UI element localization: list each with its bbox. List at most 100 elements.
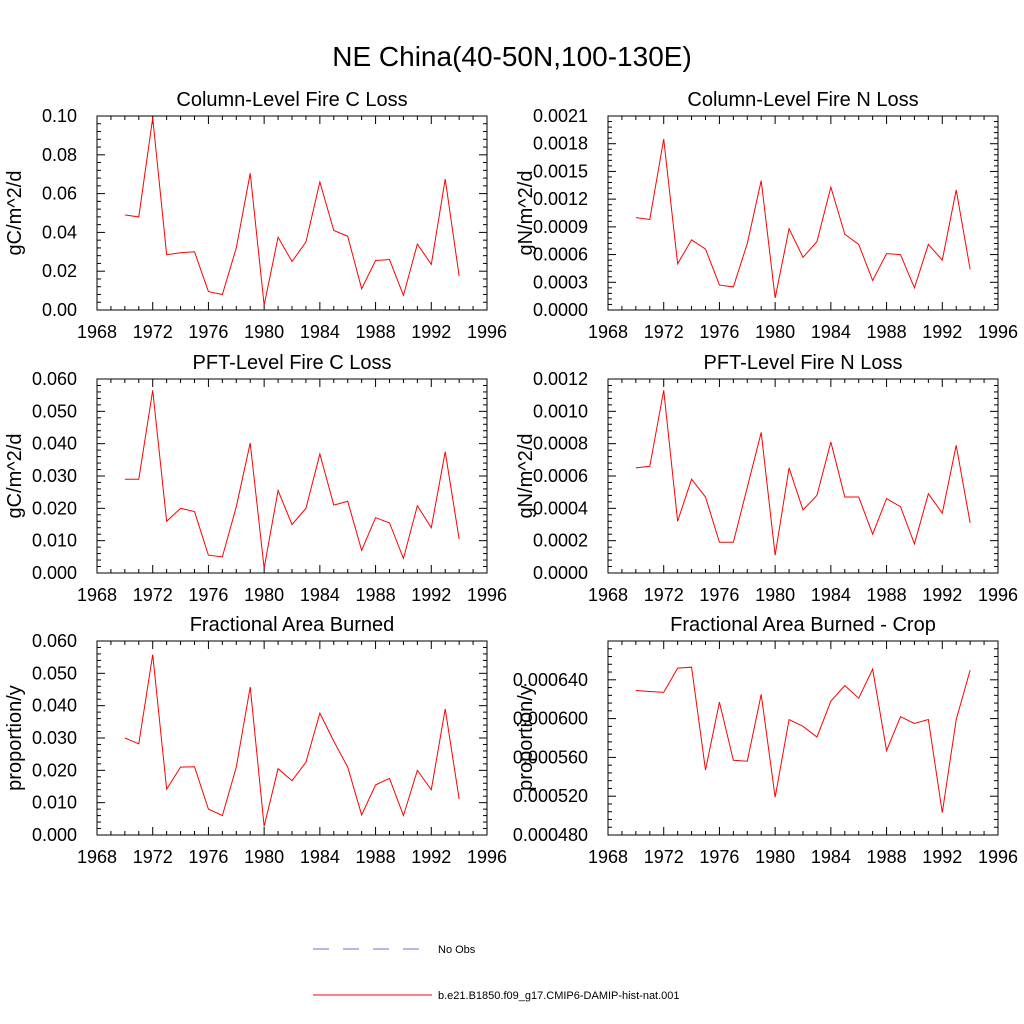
y-tick-label: 0.10 bbox=[42, 106, 77, 126]
series-line bbox=[635, 390, 971, 556]
series-line bbox=[635, 139, 971, 299]
y-tick-label: 0.0009 bbox=[533, 217, 588, 237]
y-tick-label: 0.0010 bbox=[533, 401, 588, 421]
y-tick-label: 0.0003 bbox=[533, 272, 588, 292]
y-axis-label: gC/m^2/d bbox=[4, 434, 26, 519]
panel-title: Column-Level Fire N Loss bbox=[687, 89, 918, 111]
x-tick-label: 1968 bbox=[588, 585, 628, 605]
chart-panel-2: Column-Level Fire N Loss gN/m^2/d 1968 1972… bbox=[515, 89, 1018, 342]
y-tick-label: 0.0000 bbox=[533, 563, 588, 583]
y-tick-label: 0.0004 bbox=[533, 498, 588, 518]
x-tick-label: 1976 bbox=[699, 322, 739, 342]
x-tick-label: 1980 bbox=[244, 322, 284, 342]
x-tick-label: 1984 bbox=[811, 322, 851, 342]
y-axis-label: proportion/y bbox=[515, 685, 537, 791]
x-tick-label: 1972 bbox=[133, 322, 173, 342]
x-tick-label: 1992 bbox=[411, 322, 451, 342]
y-axis-label: gC/m^2/d bbox=[4, 171, 26, 256]
figure-title: NE China(40-50N,100-130E) bbox=[332, 41, 692, 72]
y-axis-label: proportion/y bbox=[4, 685, 26, 791]
x-tick-label: 1968 bbox=[588, 847, 628, 867]
chart-panel-1: Column-Level Fire C Loss gC/m^2/d 1968 1972… bbox=[4, 89, 507, 342]
x-tick-label: 1988 bbox=[356, 847, 396, 867]
series-line bbox=[124, 390, 460, 569]
y-tick-label: 0.060 bbox=[32, 631, 77, 651]
x-tick-label: 1996 bbox=[978, 585, 1018, 605]
x-tick-label: 1996 bbox=[978, 322, 1018, 342]
x-tick-label: 1992 bbox=[922, 322, 962, 342]
y-tick-label: 0.040 bbox=[32, 696, 77, 716]
y-tick-label: 0.08 bbox=[42, 145, 77, 165]
y-tick-label: 0.04 bbox=[42, 222, 77, 242]
x-tick-label: 1980 bbox=[755, 585, 795, 605]
y-tick-label: 0.000600 bbox=[513, 709, 588, 729]
chart-panels: Column-Level Fire C Loss gC/m^2/d 1968 1972… bbox=[4, 89, 1018, 867]
y-tick-label: 0.000 bbox=[32, 563, 77, 583]
y-tick-label: 0.030 bbox=[32, 728, 77, 748]
x-tick-label: 1988 bbox=[867, 847, 907, 867]
x-tick-label: 1980 bbox=[244, 847, 284, 867]
y-tick-label: 0.010 bbox=[32, 793, 77, 813]
y-tick-label: 0.000480 bbox=[513, 825, 588, 845]
panel-title: Fractional Area Burned bbox=[190, 614, 395, 636]
plot-frame bbox=[607, 115, 999, 311]
x-tick-label: 1988 bbox=[356, 322, 396, 342]
x-tick-label: 1968 bbox=[77, 585, 117, 605]
x-tick-label: 1984 bbox=[300, 847, 340, 867]
x-tick-label: 1976 bbox=[699, 847, 739, 867]
x-tick-label: 1976 bbox=[188, 585, 228, 605]
y-tick-label: 0.050 bbox=[32, 401, 77, 421]
x-tick-label: 1972 bbox=[644, 322, 684, 342]
x-tick-label: 1984 bbox=[811, 847, 851, 867]
x-tick-label: 1968 bbox=[77, 322, 117, 342]
y-tick-label: 0.000560 bbox=[513, 747, 588, 767]
y-tick-label: 0.020 bbox=[32, 760, 77, 780]
x-tick-label: 1988 bbox=[867, 585, 907, 605]
y-tick-label: 0.0012 bbox=[533, 189, 588, 209]
y-tick-label: 0.0000 bbox=[533, 300, 588, 320]
x-tick-label: 1976 bbox=[699, 585, 739, 605]
y-tick-label: 0.000520 bbox=[513, 786, 588, 806]
y-tick-label: 0.0008 bbox=[533, 434, 588, 454]
x-tick-label: 1988 bbox=[867, 322, 907, 342]
y-tick-label: 0.010 bbox=[32, 531, 77, 551]
y-tick-label: 0.000 bbox=[32, 825, 77, 845]
plot-frame bbox=[96, 378, 488, 574]
y-tick-label: 0.0018 bbox=[533, 134, 588, 154]
series-line bbox=[124, 117, 460, 306]
chart-panel-3: PFT-Level Fire C Loss gC/m^2/d 1968 1972 197… bbox=[4, 352, 507, 605]
panel-title: Fractional Area Burned - Crop bbox=[670, 614, 936, 636]
x-tick-label: 1968 bbox=[77, 847, 117, 867]
legend-label-model-run: b.e21.B1850.f09_g17.CMIP6-DAMIP-hist-nat… bbox=[438, 990, 680, 1002]
x-tick-label: 1988 bbox=[356, 585, 396, 605]
y-tick-label: 0.06 bbox=[42, 184, 77, 204]
x-tick-label: 1996 bbox=[467, 847, 507, 867]
series-line bbox=[124, 654, 460, 827]
y-tick-label: 0.0015 bbox=[533, 161, 588, 181]
x-tick-label: 1996 bbox=[978, 847, 1018, 867]
chart-panel-5: Fractional Area Burned proportion/y 1968 19… bbox=[4, 614, 507, 867]
legend-label-no-obs: No Obs bbox=[438, 944, 476, 956]
x-tick-label: 1992 bbox=[922, 847, 962, 867]
y-tick-label: 0.030 bbox=[32, 466, 77, 486]
x-tick-label: 1996 bbox=[467, 322, 507, 342]
y-axis-label: gN/m^2/d bbox=[515, 171, 537, 256]
y-tick-label: 0.000640 bbox=[513, 670, 588, 690]
y-tick-label: 0.02 bbox=[42, 261, 77, 281]
x-tick-label: 1992 bbox=[922, 585, 962, 605]
y-tick-label: 0.040 bbox=[32, 434, 77, 454]
x-tick-label: 1980 bbox=[755, 322, 795, 342]
chart-panel-6: Fractional Area Burned - Crop proportion/… bbox=[513, 614, 1018, 867]
y-tick-label: 0.0002 bbox=[533, 531, 588, 551]
panel-title: Column-Level Fire C Loss bbox=[176, 89, 407, 111]
x-tick-label: 1980 bbox=[755, 847, 795, 867]
x-tick-label: 1972 bbox=[133, 585, 173, 605]
x-tick-label: 1972 bbox=[644, 847, 684, 867]
y-tick-label: 0.0021 bbox=[533, 106, 588, 126]
y-tick-label: 0.0012 bbox=[533, 369, 588, 389]
x-tick-label: 1972 bbox=[133, 847, 173, 867]
y-tick-label: 0.0006 bbox=[533, 466, 588, 486]
panel-title: PFT-Level Fire N Loss bbox=[704, 352, 903, 374]
chart-panel-4: PFT-Level Fire N Loss gN/m^2/d 1968 1972 197… bbox=[515, 352, 1018, 605]
x-tick-label: 1984 bbox=[811, 585, 851, 605]
